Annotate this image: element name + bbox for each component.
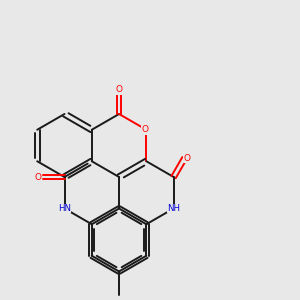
- Text: HN: HN: [58, 204, 71, 213]
- Text: NH: NH: [167, 204, 180, 213]
- Text: O: O: [34, 172, 41, 182]
- Text: O: O: [141, 125, 148, 134]
- Text: O: O: [116, 85, 123, 94]
- Text: O: O: [184, 154, 190, 163]
